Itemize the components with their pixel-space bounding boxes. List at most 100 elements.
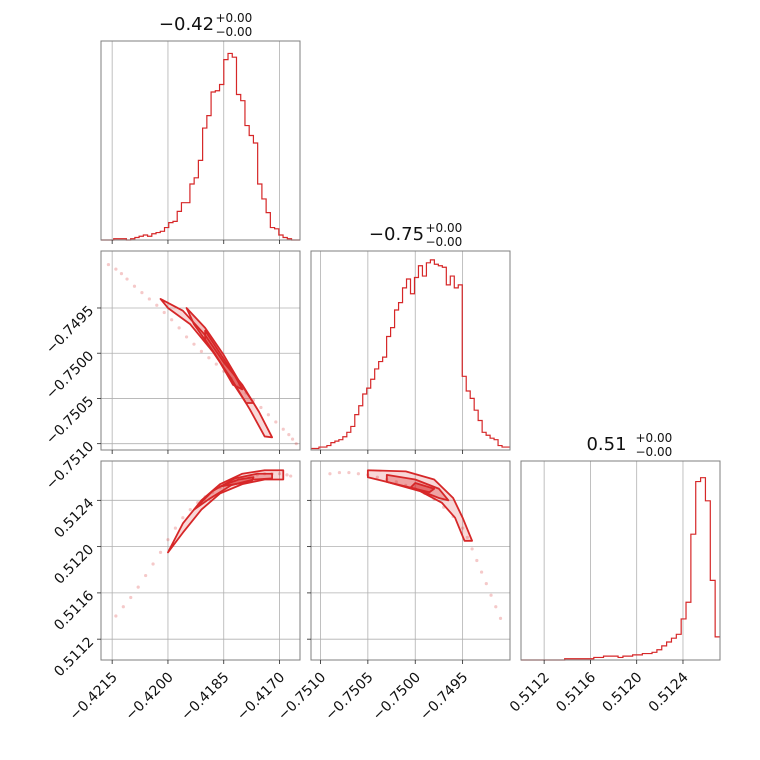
- density-contour: [167, 469, 285, 554]
- scatter-point: [259, 405, 263, 410]
- scatter-point: [147, 297, 151, 301]
- histogram-bin: [367, 388, 371, 450]
- histogram-bin: [418, 266, 422, 450]
- panel-title-lower-error: −0.00: [426, 235, 463, 249]
- histogram-bin: [266, 213, 270, 240]
- x-tick-label: 0.5124: [646, 669, 692, 715]
- histogram-panel-param-2: −0.75 +0.00−0.00: [310, 221, 511, 454]
- scatter-point: [144, 573, 148, 578]
- histogram-bin: [705, 501, 710, 660]
- histogram-bin: [169, 223, 173, 240]
- histogram-bin: [498, 446, 502, 450]
- histogram-bin: [165, 228, 169, 240]
- scatter-point: [337, 470, 342, 475]
- scatter-point: [207, 356, 211, 360]
- histogram-bin: [470, 398, 474, 450]
- scatter-point: [285, 473, 289, 477]
- histogram-bin: [224, 60, 228, 240]
- scatter-point: [177, 326, 181, 330]
- histogram-bin: [139, 236, 143, 240]
- histogram-bin: [152, 234, 156, 240]
- histogram-step-line: [311, 259, 510, 450]
- histogram-bin: [652, 652, 657, 660]
- y-tick-label: 0.5112: [51, 634, 97, 680]
- histogram-bin: [696, 482, 701, 660]
- histogram-bin: [343, 437, 347, 450]
- histogram-bin: [249, 136, 253, 240]
- scatter-point: [498, 616, 503, 620]
- histogram-bin: [454, 288, 458, 450]
- y-tick-label: −0.7505: [43, 393, 97, 447]
- histogram-bin: [667, 642, 672, 660]
- histogram-bin: [671, 638, 676, 660]
- scatter-point: [287, 433, 291, 437]
- histogram-bin: [478, 421, 482, 450]
- histogram-bin: [186, 203, 190, 240]
- histogram-bin: [156, 233, 160, 240]
- histogram-bin: [173, 221, 177, 240]
- histogram-bin: [686, 602, 691, 660]
- histogram-bin: [608, 656, 613, 660]
- histogram-bin: [215, 91, 219, 240]
- histogram-bin: [198, 160, 202, 240]
- histogram-bin: [403, 288, 407, 450]
- histogram-bin: [371, 379, 375, 450]
- scatter-point: [188, 507, 192, 512]
- scatter-point: [294, 442, 298, 446]
- scatter-point: [484, 582, 488, 586]
- scatter-point: [114, 614, 118, 618]
- scatter-point: [166, 538, 170, 542]
- histogram-panel-param-3: 0.51 +0.00−0.00 0.5112 0.5116 0.5120 0.5124: [507, 431, 721, 715]
- histogram-bin: [494, 440, 498, 450]
- histogram-bin: [379, 362, 383, 450]
- histogram-bin: [399, 303, 403, 450]
- panel-title-upper-error: +0.00: [636, 431, 673, 445]
- histogram-bin: [395, 310, 399, 450]
- density-contour: [385, 473, 450, 502]
- y-tick-label: 0.5120: [51, 542, 97, 588]
- histogram-bin: [194, 178, 198, 240]
- histogram-bin: [207, 116, 211, 240]
- histogram-bin: [458, 285, 462, 450]
- scatter-point: [347, 470, 351, 475]
- histogram-bin: [490, 438, 494, 450]
- scatter-panel-param-1-vs-param-3: −0.4215 −0.4200 −0.4185 −0.41700.51120.5116…: [51, 460, 301, 724]
- axes-frame: [310, 460, 511, 661]
- panel-title-upper-error: +0.00: [426, 221, 463, 235]
- scatter-point: [494, 605, 498, 609]
- scatter-point: [470, 547, 474, 551]
- histogram-bin: [143, 235, 147, 240]
- x-tick-label: 0.5112: [507, 669, 553, 715]
- scatter-point: [277, 472, 282, 476]
- histogram-bin: [657, 650, 662, 660]
- scatter-point: [461, 526, 465, 530]
- histogram-bin: [391, 328, 395, 450]
- histogram-bin: [676, 634, 681, 660]
- histogram-bin: [450, 276, 454, 450]
- scatter-point: [181, 516, 185, 520]
- histogram-bin: [339, 440, 343, 450]
- panel-title: −0.75: [369, 224, 424, 245]
- histogram-bin: [245, 126, 249, 240]
- histogram-bin: [407, 279, 411, 450]
- scatter-point: [170, 318, 174, 322]
- histogram-bin: [241, 101, 245, 240]
- scatter-point: [328, 472, 332, 476]
- x-tick-label: −0.7500: [370, 669, 424, 723]
- histogram-bin: [351, 426, 355, 450]
- y-tick-label: 0.5116: [51, 588, 97, 634]
- histogram-bin: [347, 432, 351, 450]
- histogram-bin: [203, 128, 207, 240]
- histogram-bin: [438, 266, 442, 450]
- scatter-point: [394, 480, 398, 484]
- x-tick-label: −0.7495: [417, 669, 471, 723]
- scatter-point: [214, 362, 218, 366]
- scatter-point: [475, 558, 479, 563]
- panel-title: −0.42: [159, 14, 214, 35]
- histogram-bin: [414, 278, 418, 450]
- density-contour: [409, 482, 436, 494]
- scatter-point: [136, 585, 140, 589]
- axes-frame: [100, 250, 301, 451]
- histogram-bin: [375, 369, 379, 450]
